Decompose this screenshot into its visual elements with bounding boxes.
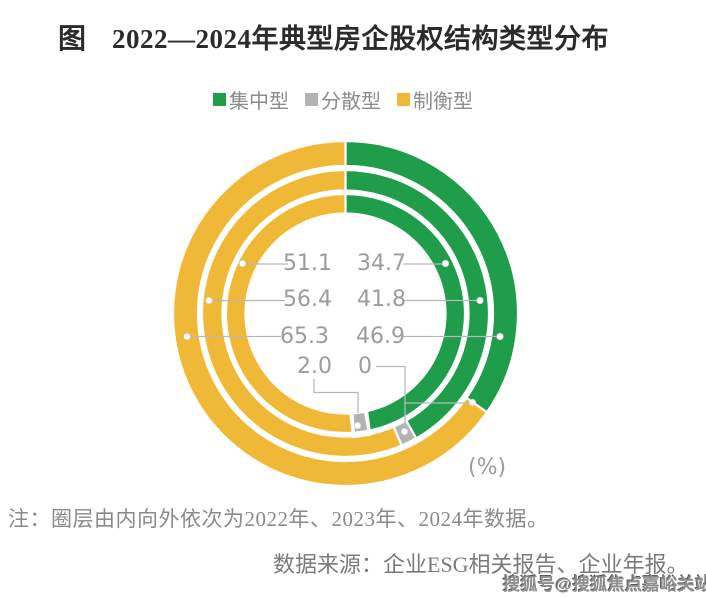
leader-dot: [205, 296, 213, 305]
value-label-green-outer: 46.9: [356, 324, 405, 349]
value-label-gray-zero: 0: [358, 354, 372, 379]
legend-label: 集中型: [229, 91, 289, 113]
leader-dot: [183, 332, 191, 341]
legend-swatch-green: [213, 93, 226, 106]
leader-dot: [400, 427, 409, 436]
legend-label: 分散型: [321, 91, 381, 113]
value-label-yellow-inner: 51.1: [283, 251, 332, 276]
ring-2024-segment-制衡型: [171, 139, 489, 488]
figure-label: 图: [58, 24, 87, 55]
leader-dot: [476, 296, 484, 305]
leader-line: [313, 379, 359, 413]
value-label-gray-inner: 2.0: [297, 354, 332, 379]
leader-dot: [238, 259, 247, 268]
legend-swatch-gray: [305, 93, 318, 106]
legend-label: 制衡型: [413, 91, 473, 113]
ring-2023-segment-制衡型: [200, 168, 403, 459]
figure-title-row: 图 2022—2024年典型房企股权结构类型分布: [58, 17, 609, 57]
page-title: 2022—2024年典型房企股权结构类型分布: [112, 24, 610, 54]
legend-item-concentrated: 集中型: [213, 85, 289, 114]
value-label-green-inner: 34.7: [357, 251, 406, 276]
chart-legend: 集中型 分散型 制衡型: [213, 85, 473, 114]
value-label-yellow-outer: 65.3: [280, 324, 329, 349]
leader-dot: [441, 259, 450, 268]
ring-2022-segment-制衡型: [224, 192, 355, 435]
value-label-green-middle: 41.8: [357, 287, 406, 312]
data-source: 数据来源：企业ESG相关报告、企业年报。: [273, 552, 689, 577]
leader-dot: [353, 421, 362, 430]
leader-line: [376, 365, 406, 427]
leader-dot: [468, 398, 477, 407]
leader-dot: [496, 332, 504, 341]
legend-item-dispersed: 分散型: [305, 85, 381, 114]
value-label-yellow-middle: 56.4: [283, 287, 332, 312]
ring-2022-segment-分散型: [351, 410, 370, 434]
legend-item-balanced: 制衡型: [397, 85, 473, 114]
chart-note: 注：圈层由内向外依次为2022年、2023年、2024年数据。: [8, 507, 549, 531]
unit-label-percent: (%): [468, 455, 507, 480]
watermark-sohu: 搜狐号@搜狐焦点嘉峪关站: [503, 575, 706, 594]
legend-swatch-yellow: [397, 93, 410, 106]
